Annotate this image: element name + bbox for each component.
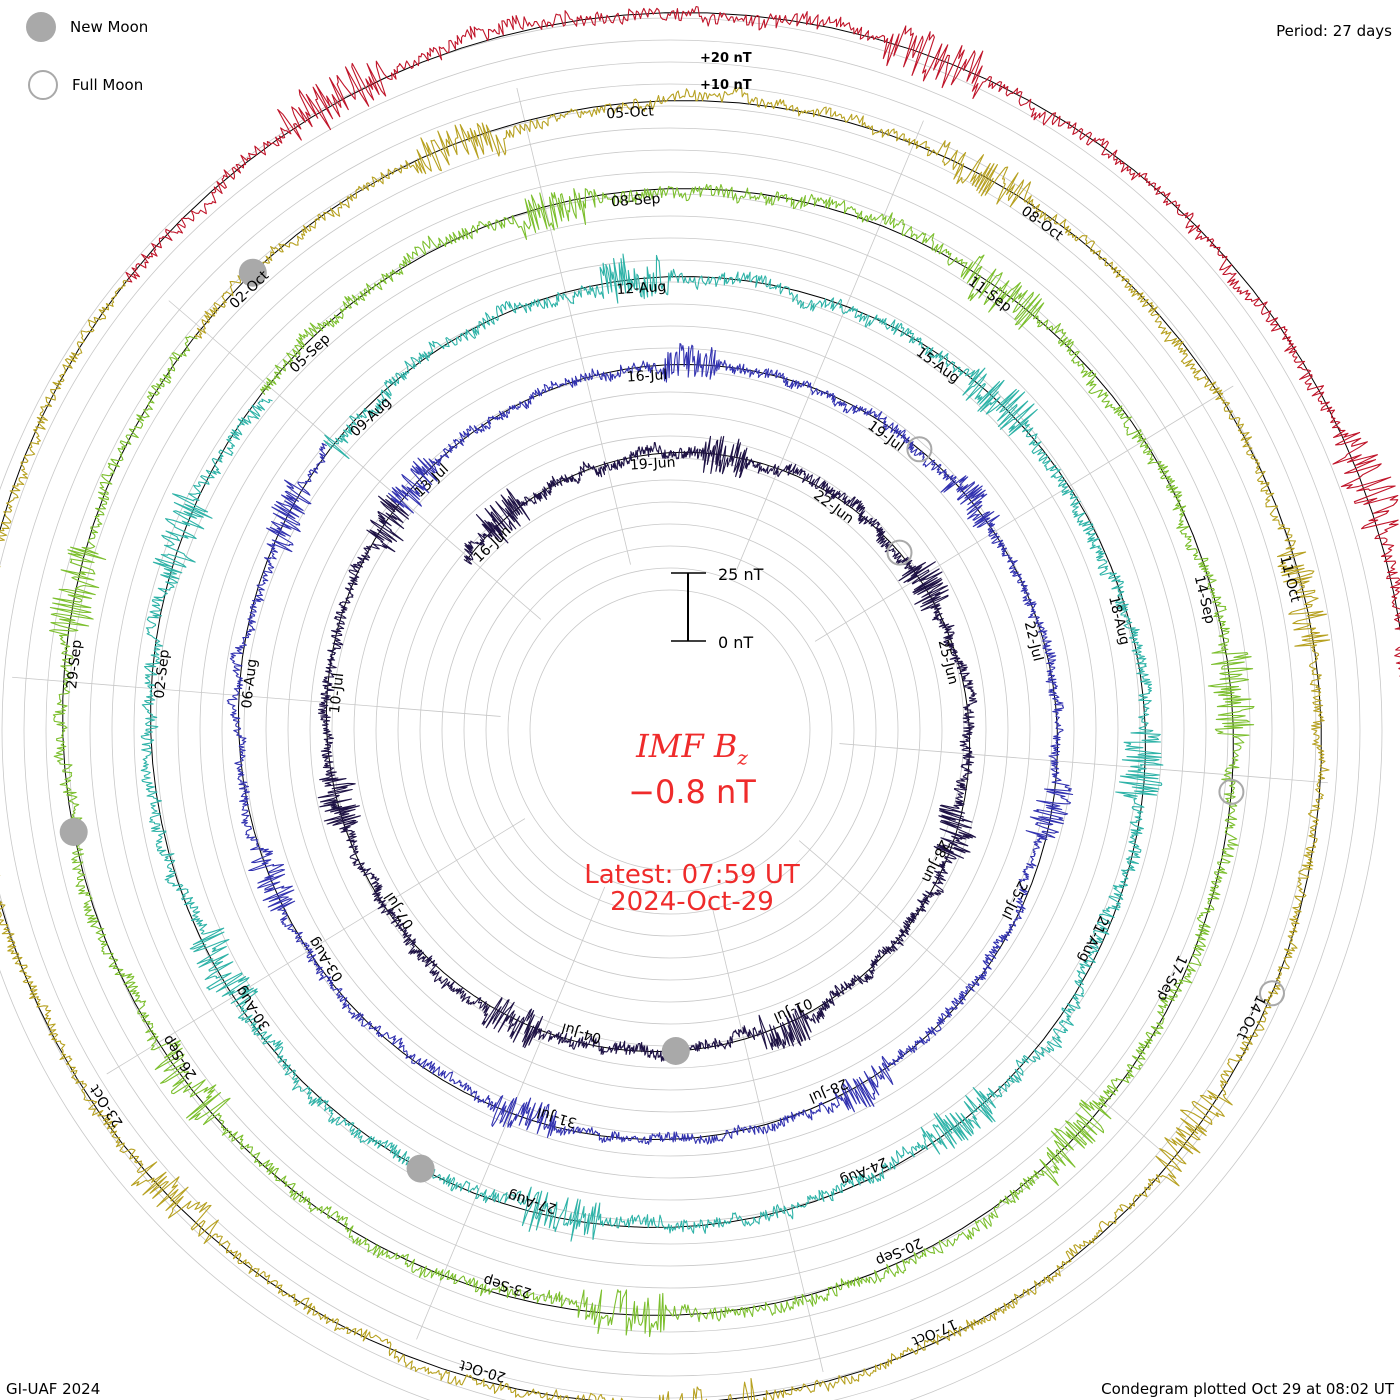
date-label: 16-Jul	[626, 367, 667, 386]
date-label: 06-Aug	[239, 658, 260, 709]
legend-full-moon: Full Moon	[28, 70, 143, 100]
full-moon-marker	[886, 539, 913, 566]
date-label: 03-Aug	[306, 934, 347, 984]
full-moon-icon	[28, 70, 58, 100]
full-moon-marker	[1259, 980, 1285, 1007]
series-line-aug-sep	[140, 253, 1164, 1242]
date-label: 29-Sep	[64, 639, 85, 690]
series-line-oct	[0, 86, 1331, 1400]
center-title: IMF Bz	[492, 727, 892, 769]
grid-spoke	[798, 840, 1172, 1160]
date-label: 25-Jun	[935, 638, 961, 686]
date-label: 24-Aug	[838, 1154, 890, 1189]
new-moon-marker	[661, 1037, 690, 1065]
grid-spoke	[839, 743, 1328, 784]
new-moon-marker	[406, 1154, 435, 1183]
series-traces	[0, 5, 1400, 1400]
grid-circle	[375, 435, 965, 1025]
period-label: Period: 27 days	[1276, 22, 1392, 40]
date-label: 12-Aug	[616, 279, 667, 298]
center-date: 2024-Oct-29	[610, 887, 774, 917]
center-title-main: IMF B	[636, 727, 738, 765]
date-label: 31-Jul	[535, 1104, 578, 1131]
date-label: 25-Jul	[998, 878, 1030, 921]
grid-circle	[45, 105, 1295, 1355]
zero-reference-spiral	[126, 12, 1400, 631]
grid-circle	[221, 281, 1119, 1179]
grid-circle	[309, 369, 1031, 1091]
grid-circle	[0, 17, 1383, 1400]
grid-spoke	[814, 385, 1234, 642]
grid-circle	[1, 61, 1339, 1399]
grid-circle	[155, 215, 1185, 1245]
grid-spoke	[709, 895, 824, 1373]
center-title-sub: z	[737, 745, 748, 770]
grid-circle	[507, 567, 833, 893]
center-latest: Latest: 07:59 UT	[584, 860, 800, 890]
grid-circle	[485, 545, 855, 915]
scale-bar-top-label: 25 nT	[718, 565, 764, 584]
new-moon-marker	[238, 258, 267, 287]
credit-label: GI-UAF 2024	[6, 1380, 101, 1398]
date-label: 20-Sep	[873, 1234, 925, 1268]
date-label: 05-Oct	[606, 103, 655, 122]
grid-circle	[287, 347, 1053, 1113]
grid-circle	[331, 391, 1009, 1069]
date-label: 21-Aug	[1075, 913, 1111, 965]
center-value: −0.8 nT	[628, 773, 756, 811]
new-moon-icon	[26, 12, 56, 42]
date-label: 14-Oct	[1233, 992, 1269, 1042]
series-line-oct-latest	[125, 5, 1400, 677]
grid-circle	[529, 589, 811, 871]
grid-circle	[111, 171, 1229, 1289]
new-moon-label: New Moon	[70, 18, 149, 36]
date-label: 05-Sep	[287, 331, 334, 377]
grid-circle	[243, 303, 1097, 1157]
series-line-jul-aug	[226, 343, 1074, 1145]
grid-circle	[133, 193, 1207, 1267]
grid-spoke	[516, 87, 631, 565]
grid-circle	[419, 479, 921, 981]
grid-circle	[265, 325, 1075, 1135]
moon-markers	[59, 258, 1285, 1183]
date-label: 04-Jul	[560, 1019, 603, 1046]
scale-label-10nT: +10 nT	[700, 78, 752, 93]
series-line-jun-jul	[317, 435, 978, 1062]
legend-new-moon: New Moon	[26, 12, 148, 42]
date-label: 17-Oct	[909, 1315, 959, 1349]
zero-reference-spiral	[150, 276, 1146, 1228]
date-label: 09-Aug	[347, 394, 394, 440]
grid-circle	[177, 237, 1163, 1223]
date-label: 08-Sep	[611, 191, 661, 210]
radial-spokes	[12, 87, 1328, 1373]
grid-circle	[199, 259, 1141, 1201]
full-moon-marker	[906, 436, 933, 463]
grid-spoke	[734, 120, 924, 574]
grid-circle	[463, 523, 877, 937]
grid-circle	[397, 457, 943, 1003]
series-line-sep-oct	[49, 183, 1255, 1338]
grid-circle	[67, 127, 1273, 1333]
scale-bar: 25 nT 0 nT	[671, 565, 764, 652]
zero-reference-spiral	[0, 100, 1322, 1400]
date-label: 02-Sep	[152, 649, 173, 700]
grid-circle	[89, 149, 1251, 1311]
full-moon-label: Full Moon	[72, 76, 144, 94]
date-label: 19-Jul	[864, 418, 906, 455]
grid-spoke	[12, 676, 501, 717]
grid-circles	[0, 17, 1383, 1400]
plotted-label: Condegram plotted Oct 29 at 08:02 UT	[1101, 1380, 1394, 1398]
grid-spoke	[106, 818, 526, 1075]
date-label: 10-Jul	[327, 672, 347, 714]
full-moon-marker	[1218, 778, 1245, 805]
grid-circle	[0, 39, 1361, 1400]
date-label: 22-Jul	[1021, 620, 1046, 663]
new-moon-marker	[59, 818, 88, 846]
grid-circle	[441, 501, 899, 959]
grid-spoke	[168, 300, 542, 620]
scale-label-20nT: +20 nT	[700, 51, 752, 66]
date-label: 19-Jun	[630, 455, 676, 474]
scale-bar-bottom-label: 0 nT	[718, 633, 753, 652]
